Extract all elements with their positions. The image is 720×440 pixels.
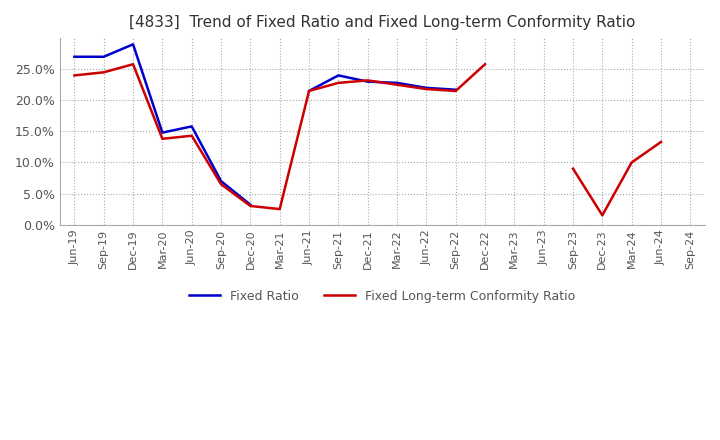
- Fixed Long-term Conformity Ratio: [392, 82, 401, 88]
- Fixed Long-term Conformity Ratio: [364, 78, 372, 83]
- Fixed Ratio: [246, 202, 255, 207]
- Fixed Long-term Conformity Ratio: [246, 203, 255, 209]
- Fixed Long-term Conformity Ratio: [451, 88, 460, 94]
- Fixed Long-term Conformity Ratio: [422, 86, 431, 92]
- Fixed Ratio: [99, 54, 108, 59]
- Fixed Ratio: [217, 179, 225, 184]
- Fixed Long-term Conformity Ratio: [305, 88, 313, 94]
- Line: Fixed Ratio: Fixed Ratio: [74, 44, 251, 205]
- Fixed Ratio: [129, 42, 138, 47]
- Fixed Ratio: [187, 124, 196, 129]
- Fixed Long-term Conformity Ratio: [275, 206, 284, 212]
- Fixed Long-term Conformity Ratio: [334, 80, 343, 85]
- Legend: Fixed Ratio, Fixed Long-term Conformity Ratio: Fixed Ratio, Fixed Long-term Conformity …: [184, 285, 580, 308]
- Fixed Long-term Conformity Ratio: [481, 62, 490, 67]
- Fixed Long-term Conformity Ratio: [129, 62, 138, 67]
- Fixed Long-term Conformity Ratio: [158, 136, 167, 142]
- Fixed Ratio: [70, 54, 78, 59]
- Fixed Long-term Conformity Ratio: [187, 133, 196, 138]
- Fixed Ratio: [158, 130, 167, 135]
- Fixed Long-term Conformity Ratio: [99, 70, 108, 75]
- Line: Fixed Long-term Conformity Ratio: Fixed Long-term Conformity Ratio: [74, 64, 485, 209]
- Title: [4833]  Trend of Fixed Ratio and Fixed Long-term Conformity Ratio: [4833] Trend of Fixed Ratio and Fixed Lo…: [129, 15, 636, 30]
- Fixed Long-term Conformity Ratio: [70, 73, 78, 78]
- Fixed Long-term Conformity Ratio: [217, 182, 225, 187]
